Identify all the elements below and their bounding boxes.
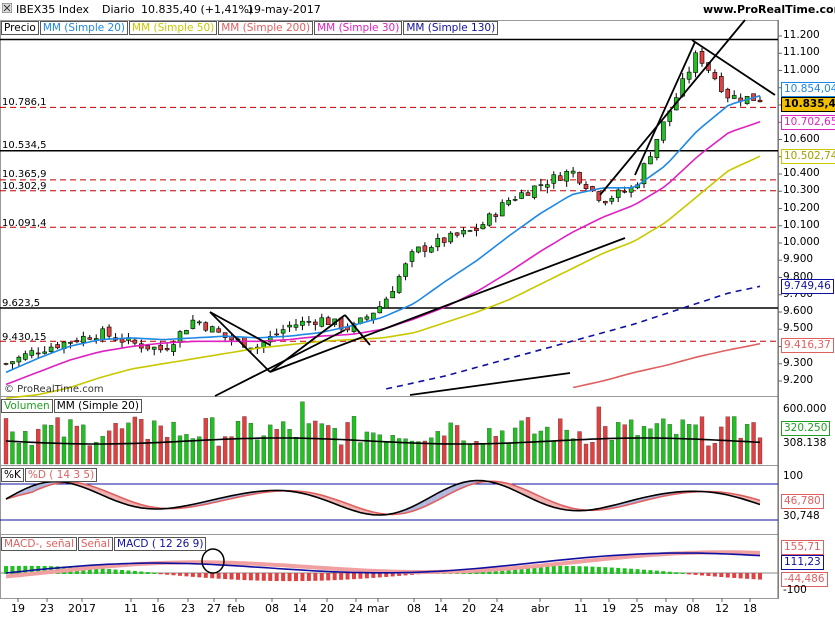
level-label: 10.786,1 <box>2 97 47 108</box>
last-price: 10.835,40 (+1,41%) <box>141 3 254 16</box>
level-label: 10.534,5 <box>2 140 47 151</box>
x-tick: 08 <box>407 602 421 615</box>
x-tick: 14 <box>293 602 307 615</box>
close-price-badge: 10.835,40 <box>781 97 835 112</box>
legend-k[interactable]: %K <box>1 468 24 482</box>
legend-macd[interactable]: MACD ( 12 26 9) <box>114 537 207 551</box>
volume-value-badge: 320.250 <box>781 421 831 436</box>
date-label: 19-may-2017 <box>247 3 321 16</box>
price-ytick: 10.100 <box>783 218 820 231</box>
x-tick: 23 <box>181 602 195 615</box>
macd-ytick: -100 <box>783 584 807 596</box>
level-label: 9.430,15 <box>2 332 47 343</box>
volume-ma-tick: 308.138 <box>783 437 827 449</box>
x-tick: 11 <box>574 602 588 615</box>
x-tick: 19 <box>602 602 616 615</box>
price-ytick: 10.400 <box>783 167 820 179</box>
instrument-name[interactable]: IBEX35 Index <box>16 3 90 16</box>
legend-mm50[interactable]: MM (Simple 50) <box>129 21 218 35</box>
price-ytick: 11.200 <box>783 29 820 41</box>
mm200-value-badge: 9.416,37 <box>781 338 834 353</box>
price-ytick: 10.300 <box>783 184 820 197</box>
level-label: 10.302,9 <box>2 181 47 192</box>
price-ytick: 9.500 <box>783 322 814 335</box>
mm30-value-badge: 10.702,65 <box>781 115 835 130</box>
x-tick: 16 <box>151 602 165 615</box>
site-label: www.ProRealTime.com <box>703 3 835 16</box>
macd-value-badge: 111,23 <box>781 555 824 570</box>
level-label: 10.091,4 <box>2 218 47 229</box>
x-tick: 12 <box>715 602 729 615</box>
mm130-value-badge: 9.749,46 <box>781 279 834 294</box>
x-tick: 19 <box>11 602 25 615</box>
legend-mm20[interactable]: MM (Simple 20) <box>39 21 129 35</box>
x-tick: 25 <box>630 602 644 615</box>
x-tick: 14 <box>434 602 448 615</box>
x-tick: feb <box>227 602 245 615</box>
x-tick: 20 <box>462 602 476 615</box>
stoch-ytick-100: 100 <box>783 470 804 482</box>
price-ytick: 9.600 <box>783 305 814 317</box>
watermark: © ProRealTime.com <box>4 384 104 395</box>
level-label: 9.623,5 <box>2 298 41 309</box>
price-ytick: 11.000 <box>783 63 820 76</box>
header-bar: IBEX35 Index Diario 10.835,40 (+1,41%) 1… <box>0 0 835 20</box>
legend-macd-hist[interactable]: MACD-, señal <box>1 537 77 551</box>
x-tick: 18 <box>743 602 757 615</box>
legend-d[interactable]: %D ( 14 3 5) <box>24 468 98 482</box>
x-tick: abr <box>530 602 550 615</box>
macd-hist-badge: -44,486 <box>781 572 828 587</box>
x-tick: 24 <box>490 602 504 615</box>
legend-mm200[interactable]: MM (Simple 200) <box>218 21 314 35</box>
legend-mm30[interactable]: MM (Simple 30) <box>314 21 403 35</box>
x-tick: 23 <box>40 602 54 615</box>
legend-volume-mm20[interactable]: MM (Simple 20) <box>53 399 142 413</box>
x-tick: mar <box>367 602 389 615</box>
legend-precio[interactable]: Precio <box>1 21 39 35</box>
stoch-d-badge: 46,780 <box>781 494 824 509</box>
x-tick: 27 <box>207 602 221 615</box>
price-legend: Precio MM (Simple 20) MM (Simple 50) MM … <box>1 21 499 35</box>
x-tick: 08 <box>686 602 700 615</box>
x-tick: 24 <box>349 602 363 615</box>
price-ytick: 10.000 <box>783 236 820 248</box>
stoch-legend: %K %D ( 14 3 5) <box>1 468 98 482</box>
level-label: 10.365,9 <box>2 169 47 180</box>
mm50-value-badge: 10.502,74 <box>781 149 835 164</box>
volume-legend: Volumen MM (Simple 20) <box>1 399 143 413</box>
legend-mm130[interactable]: MM (Simple 130) <box>403 21 499 35</box>
price-ytick: 9.300 <box>783 356 814 369</box>
x-tick: 2017 <box>68 602 96 615</box>
legend-volumen[interactable]: Volumen <box>1 399 53 413</box>
x-tick: 11 <box>124 602 138 615</box>
macd-legend: MACD-, señal Señal MACD ( 12 26 9) <box>1 537 207 551</box>
price-ytick: 9.200 <box>783 374 814 386</box>
x-tick: 08 <box>265 602 279 615</box>
x-tick: 20 <box>320 602 334 615</box>
period-label[interactable]: Diario <box>102 3 135 16</box>
price-ytick: 9.900 <box>783 253 814 266</box>
stoch-k-tick: 30,748 <box>783 510 820 522</box>
price-ytick: 10.600 <box>783 132 820 145</box>
x-tick: may <box>654 602 678 615</box>
mm20-value-badge: 10.854,04 <box>781 82 835 97</box>
legend-signal[interactable]: Señal <box>77 537 114 551</box>
price-ytick: 11.100 <box>783 46 820 59</box>
volume-ytick: 600.000 <box>783 403 827 415</box>
price-ytick: 10.200 <box>783 201 820 214</box>
macd-signal-badge: 155,71 <box>781 540 824 555</box>
